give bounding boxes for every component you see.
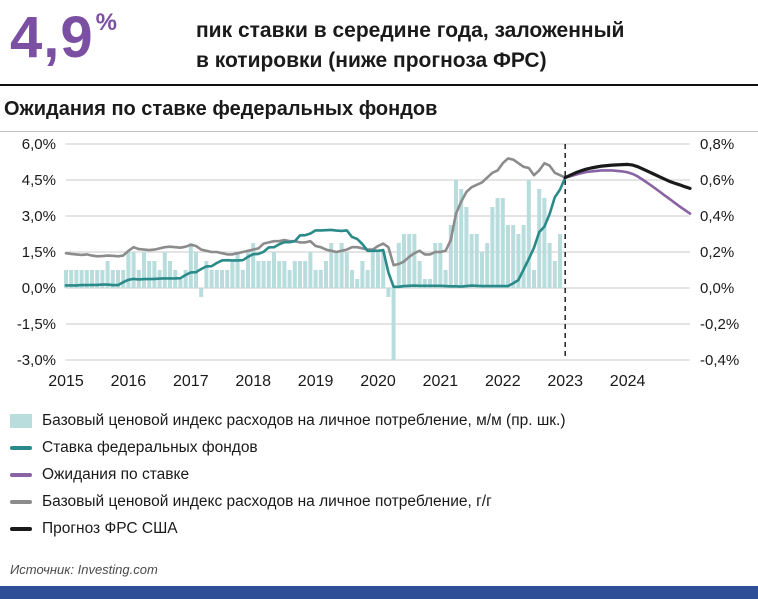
svg-text:-0,2%: -0,2% — [700, 316, 739, 333]
svg-text:2019: 2019 — [298, 373, 334, 390]
subtitle-line-2: в котировки (ниже прогноза ФРС) — [196, 48, 547, 72]
footer-bar — [0, 586, 758, 599]
legend-label: Ожидания по ставке — [42, 466, 190, 484]
svg-text:6,0%: 6,0% — [22, 136, 56, 153]
legend-swatch-gray-line — [10, 500, 32, 505]
svg-text:0,0%: 0,0% — [700, 280, 734, 297]
source-note: Источник: Investing.com — [10, 562, 158, 577]
legend-swatch-black-line — [10, 527, 32, 532]
svg-text:3,0%: 3,0% — [22, 208, 56, 225]
svg-text:2023: 2023 — [547, 373, 583, 390]
header-divider — [0, 83, 758, 86]
headline-number: 4,9 — [10, 5, 94, 70]
legend-item-core-pce-yy: Базовый ценовой индекс расходов на лично… — [10, 489, 758, 516]
svg-text:4,5%: 4,5% — [22, 172, 56, 189]
legend-label: Базовый ценовой индекс расходов на лично… — [42, 412, 566, 430]
legend-label: Базовый ценовой индекс расходов на лично… — [42, 493, 492, 511]
svg-text:2024: 2024 — [610, 373, 646, 390]
legend-swatch-purple-line — [10, 473, 32, 478]
svg-text:0,8%: 0,8% — [700, 136, 734, 153]
svg-text:0,2%: 0,2% — [700, 244, 734, 261]
legend-swatch-bar — [10, 414, 32, 429]
fed-funds-expectations-chart: 6,0% 0,8% 4,5% 0,6% 3,0% 0,4% 1,5% 0,2% 0,0% 0,0%… — [0, 134, 758, 396]
svg-text:-1,5%: -1,5% — [17, 316, 56, 333]
headline-stat: 4,9% — [10, 5, 196, 70]
legend-item-fed-forecast: Прогноз ФРС США — [10, 516, 758, 543]
svg-text:2022: 2022 — [485, 373, 521, 390]
svg-text:-0,4%: -0,4% — [700, 352, 739, 369]
svg-text:-3,0%: -3,0% — [17, 352, 56, 369]
subtitle-line-1: пик ставки в середине года, заложенный — [196, 19, 625, 42]
legend-item-rate-expectations: Ожидания по ставке — [10, 462, 758, 489]
chart-legend: Базовый ценовой индекс расходов на лично… — [0, 408, 758, 543]
headline-subtitle: пик ставки в середине года, заложенный в… — [196, 8, 624, 76]
legend-label: Ставка федеральных фондов — [42, 439, 258, 457]
svg-text:1,5%: 1,5% — [22, 244, 56, 261]
svg-text:2018: 2018 — [235, 373, 271, 390]
svg-text:0,6%: 0,6% — [700, 172, 734, 189]
svg-text:2015: 2015 — [48, 373, 84, 390]
header: 4,9% пик ставки в середине года, заложен… — [0, 0, 758, 76]
legend-item-fed-funds-rate: Ставка федеральных фондов — [10, 435, 758, 462]
chart-title: Ожидания по ставке федеральных фондов — [0, 98, 758, 132]
legend-swatch-teal-line — [10, 446, 32, 451]
legend-label: Прогноз ФРС США — [42, 520, 178, 538]
percent-sign: % — [95, 9, 118, 36]
svg-text:2017: 2017 — [173, 373, 209, 390]
svg-text:2020: 2020 — [360, 373, 396, 390]
svg-text:2021: 2021 — [423, 373, 459, 390]
svg-text:2016: 2016 — [111, 373, 147, 390]
svg-text:0,4%: 0,4% — [700, 208, 734, 225]
legend-item-core-pce-mm: Базовый ценовой индекс расходов на лично… — [10, 408, 758, 435]
svg-text:0,0%: 0,0% — [22, 280, 56, 297]
